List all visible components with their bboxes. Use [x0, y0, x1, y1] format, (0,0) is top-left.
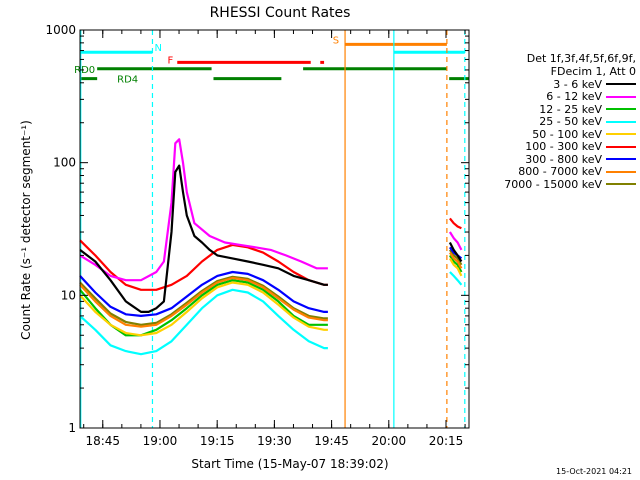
- y-tick-label: 1000: [45, 23, 76, 37]
- flag-label-s: S: [333, 35, 339, 46]
- x-tick-label: 19:45: [314, 434, 349, 448]
- legend-entry-label: 800 - 7000 keV: [518, 165, 602, 179]
- legend-swatch: [606, 83, 636, 86]
- y-tick-label: 1: [68, 421, 76, 435]
- legend-swatch: [606, 183, 636, 186]
- series-line-4: [448, 257, 463, 277]
- legend-swatch: [606, 133, 636, 136]
- legend-entry-label: 12 - 25 keV: [539, 102, 602, 116]
- series-line-1: [79, 138, 328, 282]
- series-line-5: [449, 217, 462, 230]
- y-tick-label: 10: [61, 288, 76, 302]
- legend-entry: 50 - 100 keV: [472, 128, 636, 141]
- timestamp: 15-Oct-2021 04:21: [556, 467, 632, 476]
- flag-label-n: N: [154, 43, 161, 54]
- chart-title: RHESSI Count Rates: [210, 5, 351, 21]
- legend-entry: 300 - 800 keV: [472, 153, 636, 166]
- vertical-markers: [80, 30, 466, 428]
- series-line-7: [79, 276, 328, 328]
- legend-swatch: [606, 158, 636, 161]
- series-line-7: [448, 251, 463, 269]
- legend-swatch: [606, 120, 636, 123]
- series-line-0: [448, 241, 463, 263]
- legend-swatch: [606, 95, 636, 98]
- legend-entry: 25 - 50 keV: [472, 115, 636, 129]
- plot-frame: [79, 29, 470, 429]
- series-line-1: [448, 231, 463, 251]
- legend-entry: 12 - 25 keV: [472, 103, 636, 116]
- flag-bars: NF S RD0 RD4: [74, 35, 469, 86]
- legend-entry: 6 - 12 keV: [472, 90, 636, 104]
- series-line-6: [79, 270, 328, 317]
- data-series: [79, 138, 463, 356]
- legend: Det 1f,3f,4f,5f,6f,9f, FDecim 1, Att 0 3…: [472, 52, 636, 191]
- x-tick-label: 18:45: [85, 434, 120, 448]
- legend-entry: 3 - 6 keV: [472, 78, 636, 91]
- flag-label-f: F: [167, 55, 173, 66]
- y-tick-label: 100: [53, 156, 76, 170]
- series-line-2: [448, 254, 463, 273]
- legend-swatch: [606, 170, 636, 173]
- flag-label-rd4: RD4: [117, 75, 138, 86]
- series-line-3: [449, 271, 463, 286]
- legend-entry: 800 - 7000 keV: [472, 165, 636, 179]
- legend-entry-label: 300 - 800 keV: [525, 152, 602, 166]
- flag-label-rd0: RD0: [74, 65, 95, 76]
- series-line-8: [448, 249, 463, 266]
- series-line-0: [79, 164, 328, 313]
- series-line-2: [79, 279, 328, 337]
- series-line-8: [79, 275, 328, 326]
- legend-entry: 100 - 300 keV: [472, 140, 636, 154]
- legend-entry-label: 100 - 300 keV: [525, 140, 602, 154]
- legend-header-line-1: Det 1f,3f,4f,5f,6f,9f,: [526, 52, 636, 65]
- legend-header-line-2: FDecim 1, Att 0: [550, 65, 636, 78]
- x-axis-label: Start Time (15-May-07 18:39:02): [191, 457, 388, 471]
- x-tick-label: 20:15: [429, 434, 464, 448]
- x-tick-label: 19:00: [143, 434, 178, 448]
- legend-entry-label: 3 - 6 keV: [553, 77, 602, 91]
- x-tick-label: 19:30: [257, 434, 292, 448]
- series-line-4: [79, 281, 328, 337]
- legend-entry: 7000 - 15000 keV: [472, 178, 636, 191]
- x-tick-label: 19:15: [200, 434, 235, 448]
- y-axis-label: Count Rate (s⁻¹ detector segment⁻¹): [19, 120, 33, 340]
- legend-entry-label: 50 - 100 keV: [532, 127, 602, 141]
- legend-entry-label: 7000 - 15000 keV: [504, 177, 602, 191]
- legend-swatch: [606, 145, 636, 148]
- x-tick-label: 20:00: [372, 434, 407, 448]
- legend-swatch: [606, 108, 636, 111]
- legend-entry-label: 25 - 50 keV: [539, 115, 602, 129]
- series-line-5: [79, 239, 328, 291]
- axes: 18:45 19:00 19:15 19:30 19:45 20:00 20:15 1 10 10…: [45, 23, 469, 448]
- series-line-3: [79, 288, 328, 356]
- legend-entry-label: 6 - 12 keV: [546, 90, 602, 104]
